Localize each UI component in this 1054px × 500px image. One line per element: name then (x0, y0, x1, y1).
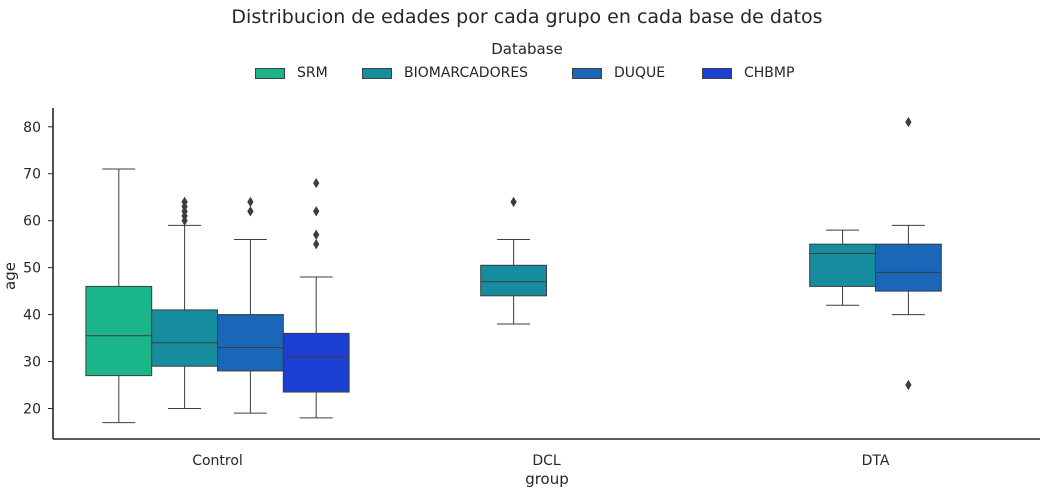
legend-swatch-srm (255, 67, 285, 79)
box-biomarcadores-dcl (480, 196, 548, 325)
legend-title: Database (491, 40, 563, 58)
legend-item-srm: SRM (255, 63, 328, 83)
y-tick-label-30: 30 (23, 355, 41, 371)
x-tick-labels: Control DCL DTA (192, 453, 890, 469)
x-tick-label-dta: DTA (862, 453, 890, 469)
box-chbmp-control-iqr (282, 332, 350, 393)
y-tick-label-20: 20 (23, 401, 41, 417)
box-duque-dta-iqr (875, 243, 942, 292)
box-duque-dta (875, 116, 942, 391)
chart-title: Distribucion de edades por cada grupo en… (231, 6, 823, 28)
legend-item-chbmp: CHBMP (702, 63, 794, 83)
box-duque-dta-outlier-0 (905, 379, 912, 391)
y-tick-label-40: 40 (23, 308, 41, 324)
legend-swatch-duque (572, 67, 602, 79)
y-axis-label: age (1, 262, 19, 290)
box-chbmp-control-outlier-3 (313, 177, 320, 189)
box-biomarcadores-control (151, 196, 218, 409)
box-biomarcadores-dcl-outlier-0 (510, 196, 517, 208)
y-tick-label-50: 50 (23, 261, 41, 277)
legend-label-srm: SRM (297, 65, 328, 81)
box-chbmp-control-outlier-2 (313, 206, 320, 217)
legend-item-duque: DUQUE (572, 63, 665, 83)
y-tick-labels: 20 30 40 50 60 70 80 (23, 120, 53, 417)
legend-swatch-biomarcadores (362, 67, 392, 79)
boxes (85, 116, 942, 424)
y-tick-label-60: 60 (23, 214, 41, 230)
box-duque-control (217, 196, 284, 414)
box-srm-control (85, 168, 153, 424)
box-duque-dta-outlier-1 (905, 116, 912, 128)
box-biomarcadores-control-outlier-4 (181, 196, 188, 208)
legend-label-chbmp: CHBMP (744, 65, 795, 81)
x-tick-label-control: Control (192, 453, 243, 469)
box-chbmp-control-outlier-0 (313, 238, 320, 250)
box-duque-control-outlier-1 (247, 196, 254, 208)
box-chbmp-control (282, 177, 350, 419)
x-axis-label: group (525, 470, 569, 488)
legend-label-duque: DUQUE (614, 65, 666, 81)
x-tick-label-dcl: DCL (532, 453, 561, 469)
box-biomarcadores-dta (809, 229, 877, 306)
box-duque-control-outlier-0 (247, 206, 254, 217)
legend-label-biomarcadores: BIOMARCADORES (404, 65, 529, 81)
legend-swatch-chbmp (702, 67, 732, 79)
legend-item-biomarcadores: BIOMARCADORES (362, 63, 528, 83)
box-chbmp-control-outlier-1 (313, 229, 320, 240)
box-biomarcadores-control-iqr (151, 309, 218, 367)
box-srm-control-iqr (85, 285, 153, 377)
y-tick-label-70: 70 (23, 167, 41, 183)
y-tick-label-80: 80 (23, 120, 41, 136)
box-duque-control-iqr (217, 314, 284, 372)
box-biomarcadores-dcl-iqr (480, 264, 548, 297)
box-biomarcadores-dta-iqr (809, 243, 877, 287)
